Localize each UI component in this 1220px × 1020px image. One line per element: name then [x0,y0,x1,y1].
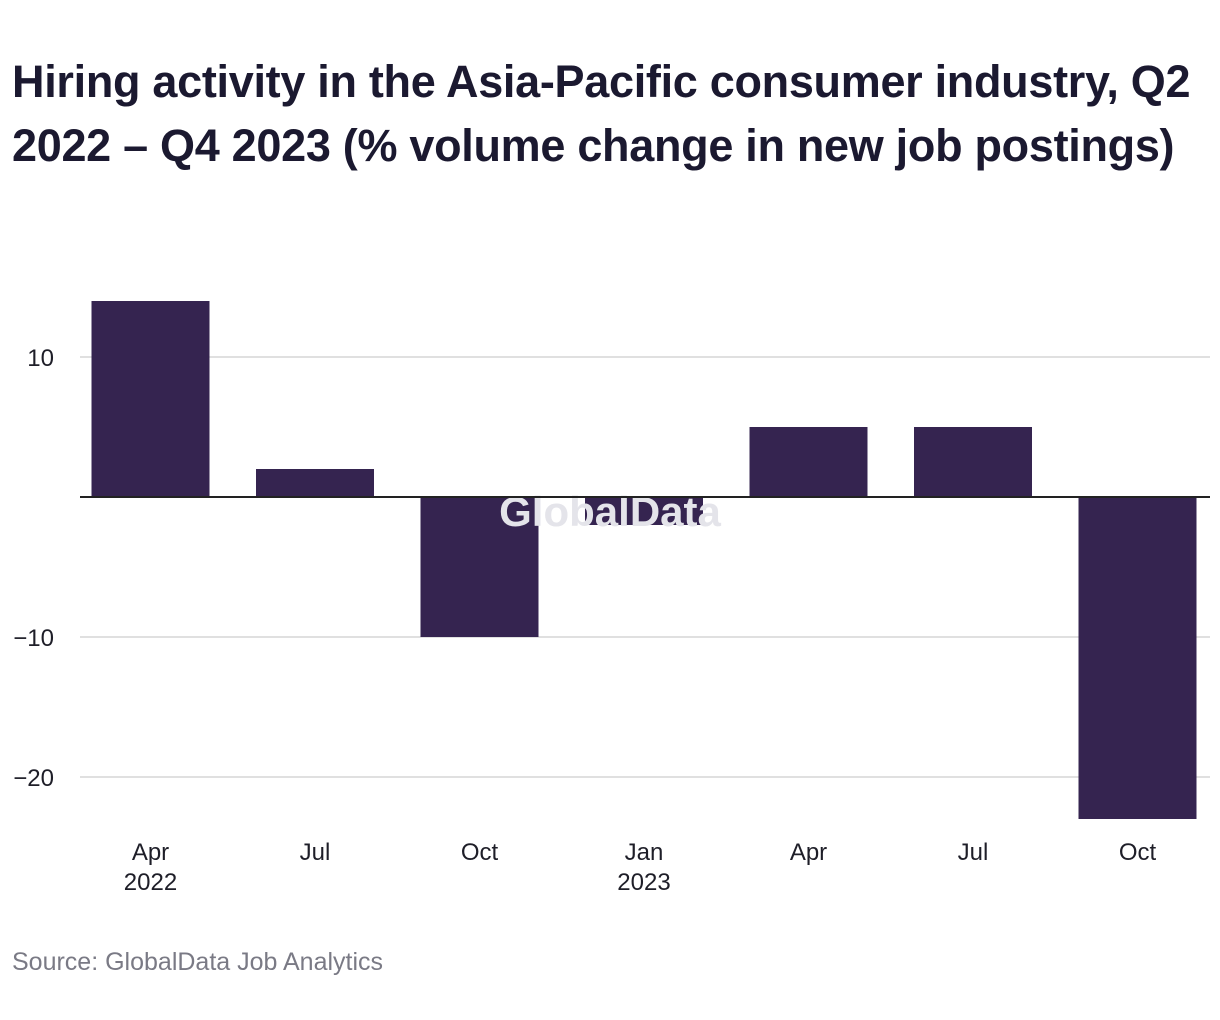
bar [1078,497,1197,819]
y-tick-label: 10 [27,345,54,372]
x-tick-label-line: Oct [1119,839,1157,866]
x-tick-label-line: 2023 [617,869,670,896]
grid-lines [80,356,1210,778]
bar [256,469,374,497]
x-axis-labels: Apr 2022 Jul Oct Jan 2023 Apr Jul Oct [124,839,1157,896]
x-tick-label: Apr 2022 [124,839,177,896]
x-tick-label-line: Jan [625,839,664,866]
chart-title: Hiring activity in the Asia-Pacific cons… [12,56,1191,171]
x-tick-label: Oct [1119,839,1157,866]
x-tick-label: Jul [300,839,331,866]
x-tick-label-line: Apr [132,839,169,866]
x-tick-label: Apr [790,839,827,866]
bar [914,427,1032,497]
watermark-text: GlobalData [499,488,721,535]
x-tick-label-line: 2022 [124,869,177,896]
bar [420,497,539,637]
y-tick-label: −20 [13,765,54,792]
x-tick-label: Jan 2023 [617,839,670,896]
bar [749,427,868,497]
bar [585,497,703,525]
x-tick-label-line: Oct [461,839,499,866]
x-tick-label-line: Apr [790,839,827,866]
x-tick-label-line: Jul [300,839,331,866]
x-tick-label-line: Jul [958,839,989,866]
y-axis-labels: 10 −10 −20 [13,345,54,792]
x-tick-label: Jul [958,839,989,866]
source-note: Source: GlobalData Job Analytics [12,948,384,976]
y-tick-label: −10 [13,625,54,652]
bar [91,301,210,497]
bars [91,301,1197,819]
bar-chart: 10 −10 −20 GlobalData Apr 2022 Jul Oct Jan 2023… [13,301,1210,896]
x-tick-label: Oct [461,839,499,866]
